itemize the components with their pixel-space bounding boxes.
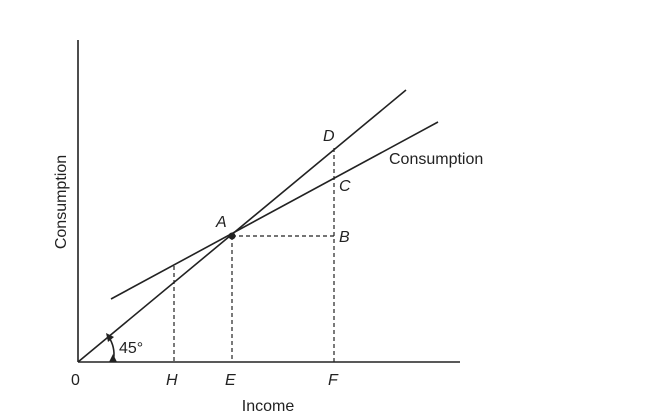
- tick-h-label: H: [166, 372, 178, 389]
- tick-e-label: E: [225, 372, 236, 389]
- y-axis-label: Consumption: [53, 155, 70, 249]
- point-a-marker: [228, 232, 236, 240]
- origin-label: 0: [71, 372, 80, 389]
- point-b-label: B: [339, 229, 350, 246]
- point-c-label: C: [339, 178, 351, 195]
- angle-arc-arrow-bottom: [109, 354, 117, 362]
- point-d-label: D: [323, 128, 335, 145]
- angle-arc-arrow-top: [106, 333, 114, 342]
- tick-f-label: F: [328, 372, 339, 389]
- consumption-line: [110, 121, 439, 300]
- x-axis-label: Income: [242, 398, 295, 415]
- forty-five-degree-line: [77, 89, 407, 363]
- consumption-line-label: Consumption: [389, 151, 483, 168]
- angle-label: 45°: [119, 340, 143, 357]
- point-a-label: A: [215, 214, 227, 231]
